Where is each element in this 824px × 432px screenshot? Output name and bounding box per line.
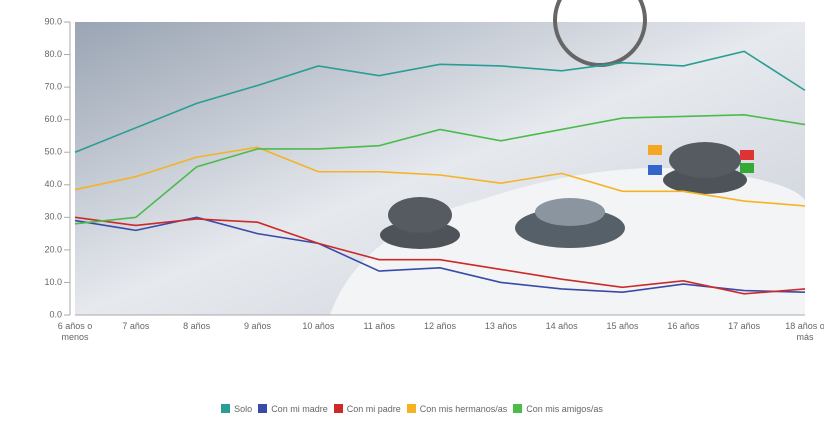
legend-label: Solo bbox=[234, 404, 253, 414]
legend-item: Con mis hermanos/as bbox=[406, 404, 508, 414]
y-tick-label: 40.0 bbox=[44, 179, 62, 189]
y-tick-label: 50.0 bbox=[44, 147, 62, 157]
legend-label: Con mi padre bbox=[346, 404, 401, 414]
legend-item: Con mi madre bbox=[258, 404, 328, 414]
legend-item: Con mi padre bbox=[333, 404, 401, 414]
y-tick-label: 0.0 bbox=[49, 309, 62, 319]
legend-swatch bbox=[406, 404, 416, 413]
legend-item: Solo bbox=[221, 404, 252, 414]
legend-swatch bbox=[333, 404, 343, 413]
legend-swatch bbox=[221, 404, 231, 413]
x-tick-label: 7 años bbox=[122, 321, 150, 331]
x-tick-label: 13 años bbox=[484, 321, 517, 331]
y-tick-label: 30.0 bbox=[44, 212, 62, 222]
x-tick-label: 8 años bbox=[183, 321, 211, 331]
y-tick-label: 20.0 bbox=[44, 244, 62, 254]
x-tick-label: 11 años bbox=[363, 321, 395, 331]
x-tick-label: 6 años o menos bbox=[57, 321, 93, 342]
x-tick-label: 18 años o más bbox=[785, 321, 824, 342]
x-tick-label: 16 años bbox=[667, 321, 700, 331]
x-tick-label: 10 años bbox=[302, 321, 335, 331]
y-tick-label: 10.0 bbox=[44, 277, 62, 287]
legend-item: Con mis amigos/as bbox=[513, 404, 603, 414]
series-line bbox=[74, 50, 806, 153]
series-line bbox=[74, 113, 806, 225]
x-tick-label: 9 años bbox=[243, 321, 272, 331]
legend-label: Con mi madre bbox=[271, 404, 328, 414]
y-tick-label: 70.0 bbox=[44, 81, 62, 91]
legend-label: Con mis amigos/as bbox=[526, 404, 603, 414]
legend-swatch bbox=[258, 404, 268, 413]
background-photo bbox=[75, 0, 805, 315]
y-tick-label: 60.0 bbox=[44, 114, 62, 124]
x-tick-label: 17 años bbox=[728, 321, 761, 331]
y-tick-label: 90.0 bbox=[44, 16, 62, 26]
legend: Solo Con mi madre Con mi padre Con mis herm… bbox=[0, 404, 824, 414]
x-tick-label: 15 años bbox=[606, 321, 639, 331]
series-line bbox=[74, 216, 806, 294]
legend-swatch bbox=[513, 404, 523, 413]
x-tick-label: 12 años bbox=[423, 321, 457, 331]
legend-label: Con mis hermanos/as bbox=[419, 404, 508, 414]
series-line bbox=[74, 146, 806, 207]
y-tick-label: 80.0 bbox=[44, 49, 62, 59]
series-line bbox=[74, 216, 806, 295]
x-tick-label: 14 años bbox=[545, 321, 578, 331]
